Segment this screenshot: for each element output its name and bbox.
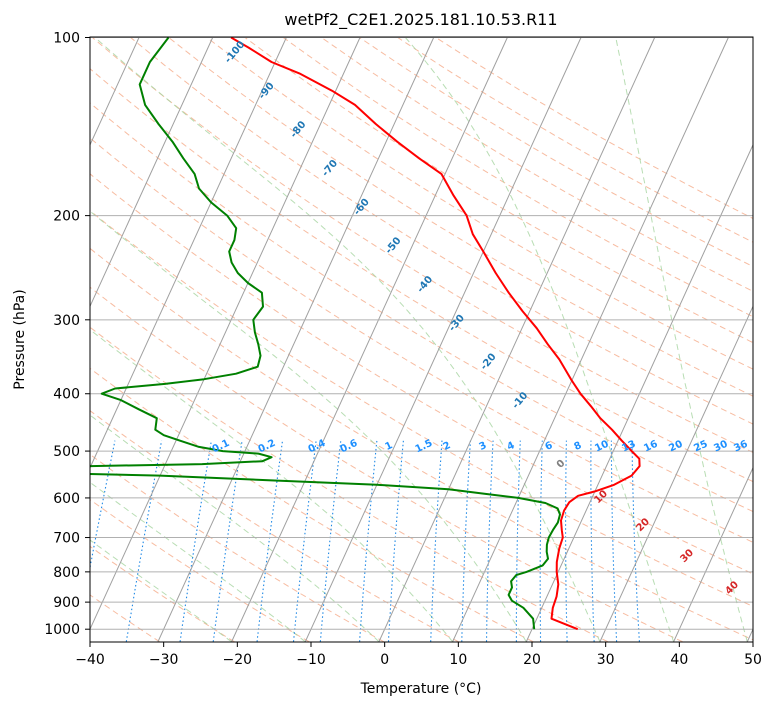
isotherm-line — [452, 37, 729, 642]
chart-title: wetPf2_C2E1.2025.181.10.53.R11 — [284, 10, 557, 30]
y-tick-label: 1000 — [44, 622, 80, 638]
y-tick-label: 500 — [53, 444, 80, 460]
y-tick-label: 900 — [53, 595, 80, 611]
moist-adiabat-line — [90, 329, 453, 642]
isotherm-line — [157, 37, 435, 642]
isotherm-line — [378, 37, 656, 642]
y-tick-label: 200 — [53, 209, 80, 225]
mixing-ratio-label: 25 — [692, 439, 709, 455]
mixing-ratio-label: 36 — [732, 439, 749, 455]
mixing-ratio-label: 16 — [642, 439, 659, 455]
dry-adiabat-line — [90, 410, 459, 642]
moist-adiabat-line — [94, 37, 601, 642]
mixing-ratio-line — [485, 440, 494, 642]
moist-adiabat-line — [90, 539, 232, 642]
background-reference-lines — [0, 37, 753, 642]
dry-adiabat-line — [90, 68, 753, 483]
temperature-line — [230, 37, 641, 631]
y-tick-label: 800 — [53, 565, 80, 581]
x-tick-label: 30 — [597, 652, 615, 668]
moist-adiabat-line — [405, 37, 675, 642]
moist-adiabat-line — [90, 481, 306, 642]
mixing-ratio-label: 8 — [572, 440, 583, 453]
dewpoint-line — [90, 37, 561, 630]
dry-adiabat-line — [90, 498, 310, 642]
x-tick-label: 40 — [670, 652, 688, 668]
moist-adiabat-line — [615, 37, 748, 642]
isotherm-line — [231, 37, 508, 642]
y-tick-label: 400 — [53, 387, 80, 403]
mixing-ratio-label: 2 — [441, 440, 452, 453]
y-tick-label: 600 — [53, 491, 80, 507]
x-tick-label: 0 — [380, 652, 389, 668]
mixing-ratio-line — [430, 440, 443, 642]
plot-frame — [89, 36, 754, 643]
mixing-ratio-label: 6 — [543, 440, 554, 453]
x-axis: −40 −30 −20 −10 0 10 20 30 40 50 — [75, 642, 762, 668]
dry-adiabat-line — [90, 367, 534, 642]
x-tick-label: −30 — [149, 652, 179, 668]
mixing-ratio-label: 13 — [620, 439, 637, 455]
isotherm-line — [0, 38, 65, 642]
isotherm-line — [90, 37, 361, 631]
x-axis-label: Temperature (°C) — [360, 681, 482, 697]
mixing-ratio-line — [359, 440, 378, 642]
x-tick-label: −40 — [75, 652, 105, 668]
y-axis: 100 200 300 400 500 600 700 800 900 1000 — [44, 31, 90, 638]
dry-adiabat-line — [92, 37, 753, 453]
mixing-ratio-line — [590, 440, 595, 642]
profile-series — [90, 37, 641, 631]
y-tick-label: 100 — [53, 31, 80, 47]
y-tick-label: 300 — [53, 313, 80, 329]
isotherm-line — [304, 37, 582, 642]
plot-background — [90, 37, 753, 642]
isotherm-line — [673, 466, 753, 642]
mixing-ratio-line — [212, 440, 243, 642]
isotherm-line — [525, 143, 753, 642]
mixing-ratio-line — [461, 440, 472, 642]
mixing-ratio-line — [292, 440, 317, 642]
mixing-ratio-line — [256, 440, 284, 642]
mixing-ratio-label: 30 — [712, 439, 729, 455]
mixing-ratio-label: 20 — [667, 439, 684, 455]
dry-adiabat-line — [90, 286, 683, 642]
mixing-ratio-line — [125, 440, 163, 642]
dry-adiabat-line — [90, 594, 160, 642]
isobar-grid — [90, 37, 753, 630]
mixing-ratio-label: 1 — [383, 440, 394, 453]
mixing-ratio-label: 4 — [505, 440, 516, 453]
mixing-ratio-line — [610, 440, 618, 642]
mixing-ratio-line — [565, 440, 568, 642]
mixing-ratio-label: 10 — [593, 439, 610, 455]
mixing-ratio-line — [179, 440, 212, 642]
dry-adiabat-line — [90, 453, 384, 642]
isotherm-line — [90, 37, 287, 469]
mixing-ratio-line — [515, 440, 521, 642]
dry-adiabat-line — [90, 210, 753, 607]
isotherm-line — [90, 37, 214, 308]
dry-adiabat-line — [206, 37, 753, 370]
isotherm-line — [90, 37, 140, 147]
dry-adiabat-line — [90, 326, 609, 642]
dry-adiabat-line — [244, 37, 753, 344]
mixing-ratio-line — [319, 440, 342, 642]
dry-adiabat-line — [90, 173, 753, 575]
mixing-ratio-label: 3 — [477, 440, 488, 453]
mixing-ratio-line — [539, 440, 543, 642]
y-tick-label: 700 — [53, 531, 80, 547]
x-tick-label: −10 — [296, 652, 326, 668]
mixing-ratio-line — [631, 440, 640, 642]
moist-adiabat-line — [90, 414, 380, 642]
x-tick-label: −20 — [223, 652, 253, 668]
x-tick-label: 20 — [523, 652, 541, 668]
y-axis-label: Pressure (hPa) — [12, 289, 28, 389]
isotherm-line — [599, 305, 753, 642]
x-tick-label: 10 — [449, 652, 467, 668]
x-tick-label: 50 — [744, 652, 762, 668]
